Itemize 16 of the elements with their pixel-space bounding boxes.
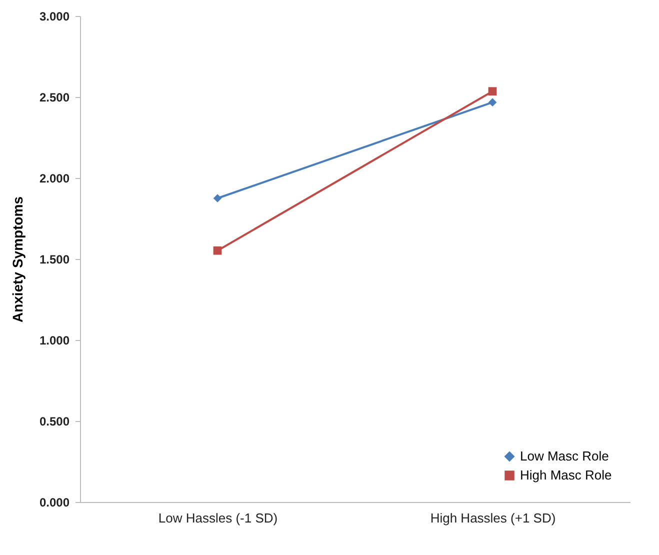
point: [488, 98, 497, 107]
point: [488, 87, 497, 96]
x-tick-label: High Hassles (+1 SD): [430, 510, 556, 526]
y-tick-label: 2.500: [39, 90, 70, 104]
legend-label: Low Masc Role: [520, 448, 609, 464]
x-tick-label: Low Hassles (-1 SD): [158, 510, 278, 526]
legend-label: High Masc Role: [520, 468, 612, 482]
y-tick-label: 0.500: [39, 414, 70, 428]
point: [213, 194, 222, 202]
y-axis-title: Anxiety Symptoms: [9, 196, 26, 323]
y-tick-label: 1.000: [39, 334, 70, 348]
y-tick-label: 0.000: [39, 496, 70, 510]
point: [213, 246, 222, 255]
y-tick-label: 1.500: [39, 252, 70, 266]
y-tick-label: 2.000: [39, 172, 70, 186]
y-tick-label: 3.000: [39, 10, 70, 24]
